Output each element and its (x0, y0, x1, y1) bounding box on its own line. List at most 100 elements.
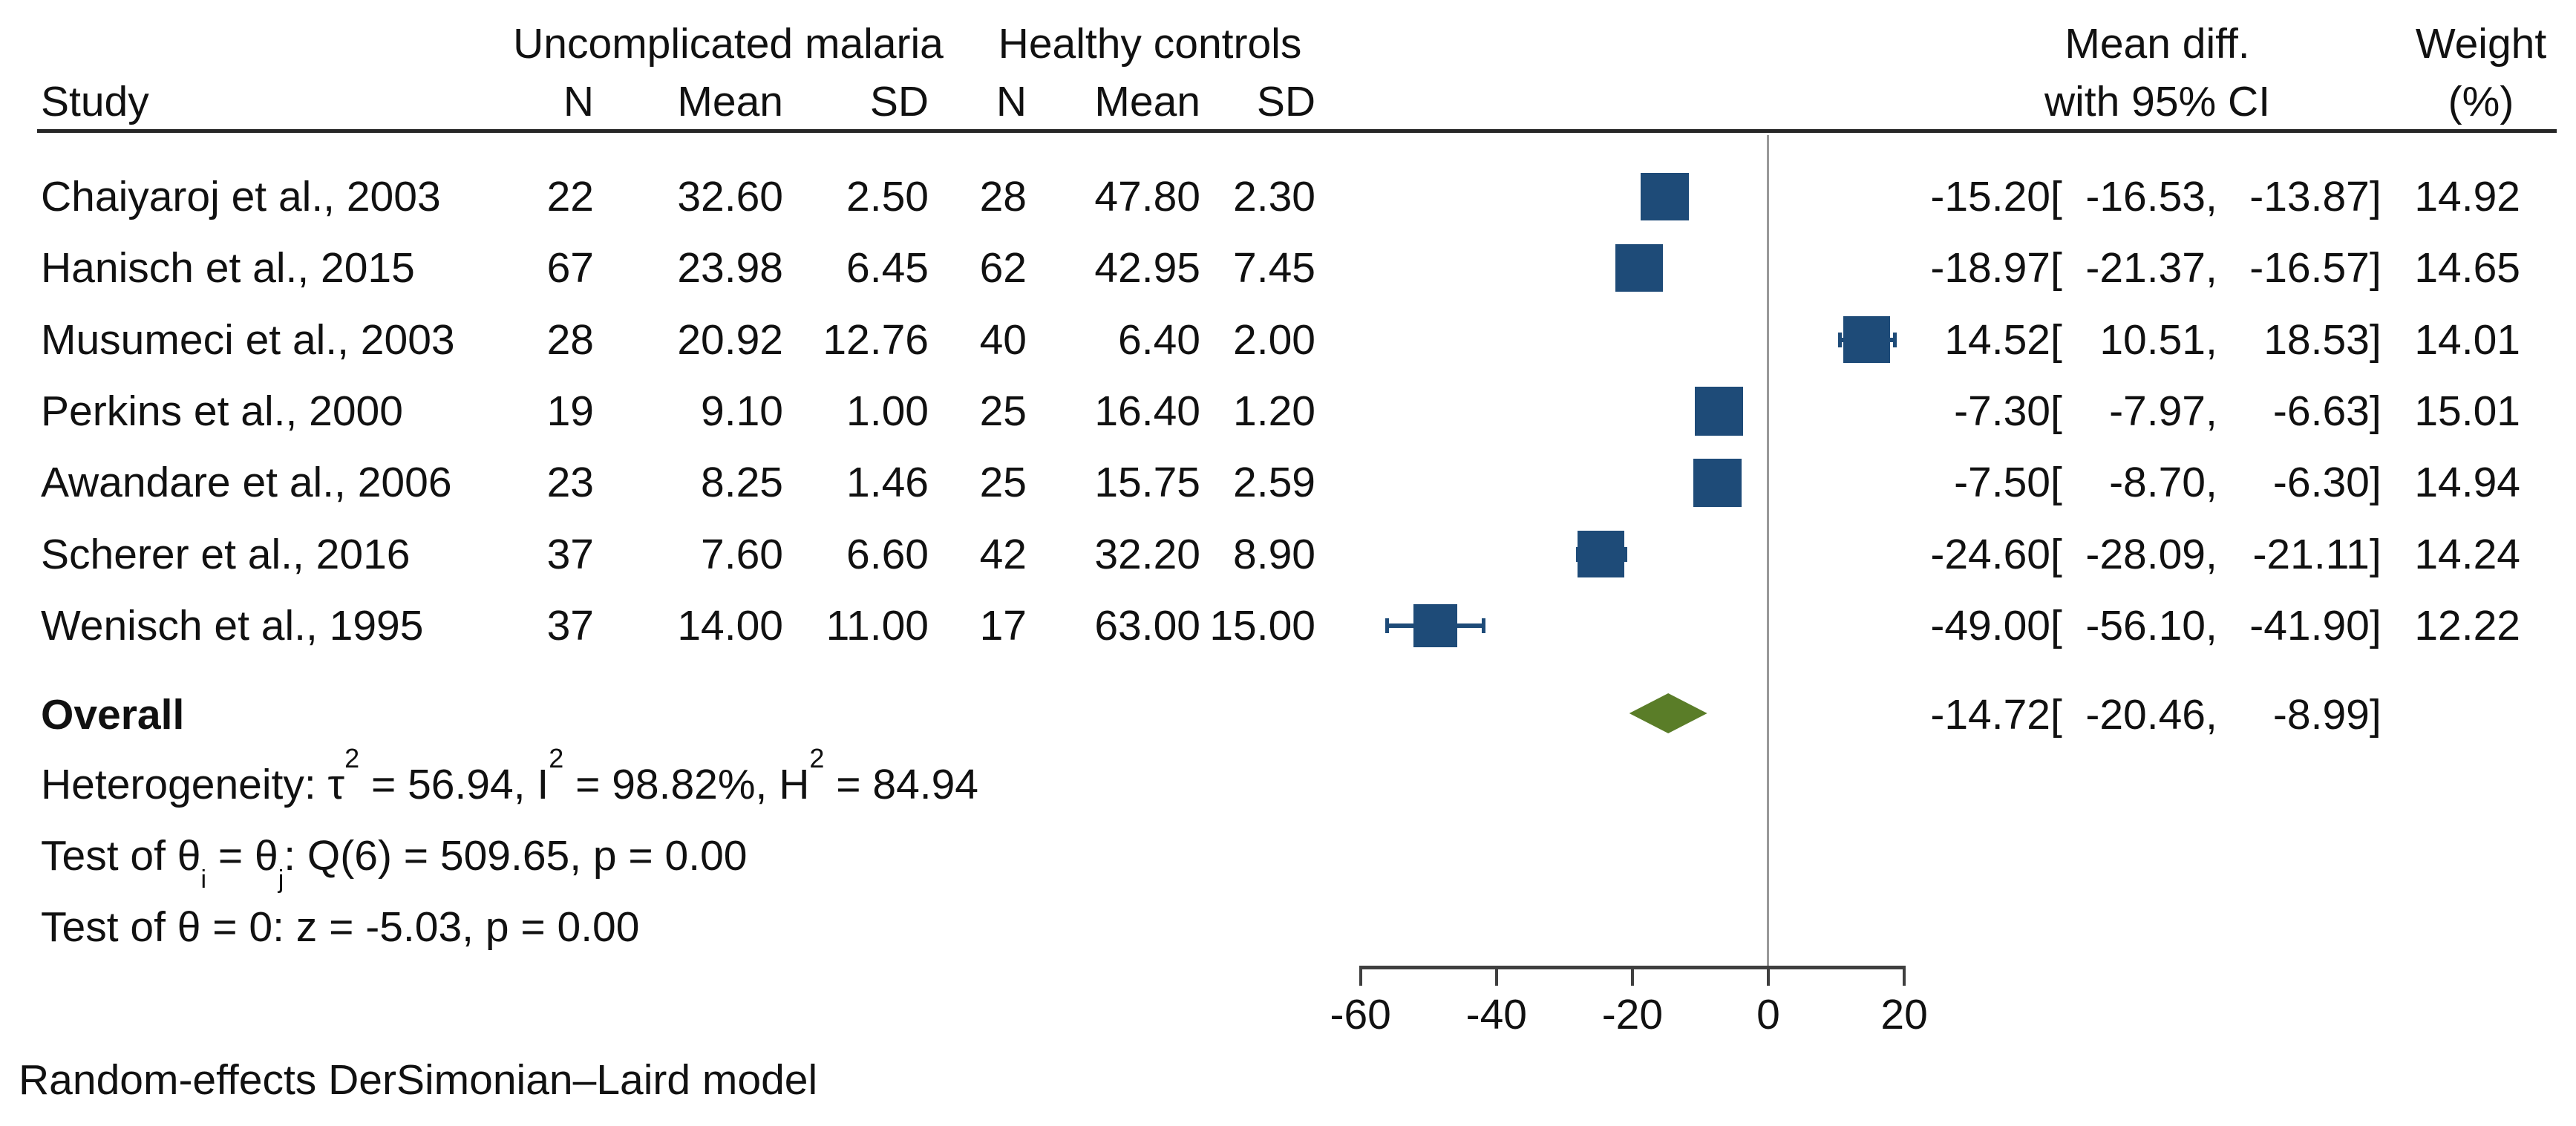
ci-cap (1838, 332, 1843, 347)
study-cell: 8.25 (701, 459, 783, 507)
ci-upper: -6.63 (2272, 387, 2370, 435)
ci-open-bracket: [ (2050, 315, 2062, 364)
study-square-marker (1641, 172, 1690, 221)
study-name: Scherer et al., 2016 (41, 530, 411, 578)
study-weight: 14.24 (2414, 530, 2520, 578)
header-mean1: Mean (677, 78, 783, 125)
study-cell: 8.90 (1233, 530, 1315, 578)
study-name: Perkins et al., 2000 (41, 387, 403, 435)
ci-open-bracket: [ (2050, 691, 2062, 739)
ci-estimate: -49.00 (1930, 601, 2050, 649)
ci-text: -24.60 [-28.09, -21.11] (1843, 530, 2382, 578)
study-cell: 47.80 (1094, 173, 1200, 220)
ci-cap (1892, 332, 1897, 347)
study-cell: 6.40 (1118, 315, 1200, 364)
study-cell: 32.20 (1094, 530, 1200, 578)
ci-lower: -56.10, (2085, 601, 2217, 649)
ci-text: -14.72 [-20.46, -8.99] (1843, 691, 2381, 739)
study-cell: 14.00 (677, 601, 783, 649)
ci-close-bracket: ] (2369, 459, 2382, 507)
study-cell: 15.75 (1094, 459, 1200, 507)
ci-close-bracket: ] (2369, 601, 2382, 649)
ci-open-bracket: [ (2050, 601, 2062, 649)
ci-lower: 10.51, (2099, 315, 2217, 364)
x-axis-tick (1359, 966, 1362, 986)
heterogeneity-note-segment: = 98.82%, H (563, 761, 810, 808)
study-cell: 19 (546, 387, 594, 435)
study-cell: 7.60 (701, 530, 783, 578)
header-group1: Uncomplicated malaria (513, 20, 944, 68)
ci-close-bracket: ] (2369, 244, 2382, 292)
study-cell: 2.59 (1233, 459, 1315, 507)
study-cell: 37 (546, 530, 594, 578)
study-square-marker (1413, 603, 1457, 648)
study-cell: 7.45 (1233, 244, 1315, 292)
x-axis-tick-label: 20 (1880, 991, 1928, 1038)
ci-estimate: 14.52 (1944, 315, 2050, 364)
ci-open-bracket: [ (2050, 459, 2062, 507)
study-cell: 28 (546, 315, 594, 364)
header-n2: N (996, 78, 1027, 125)
study-name: Musumeci et al., 2003 (41, 315, 455, 364)
ci-open-bracket: [ (2050, 530, 2062, 578)
header-group2: Healthy controls (998, 20, 1302, 68)
study-cell: 6.60 (846, 530, 929, 578)
overall-label: Overall (41, 691, 185, 739)
study-weight: 14.92 (2414, 173, 2520, 220)
test-zero-note-segment: Test of θ = 0: z = -5.03, p = 0.00 (41, 903, 640, 951)
study-cell: 1.00 (846, 387, 929, 435)
ci-close-bracket: ] (2369, 530, 2382, 578)
study-cell: 42 (979, 530, 1027, 578)
x-axis-tick-label: -20 (1601, 991, 1664, 1038)
test-between-note-segment: : Q(6) = 509.65, p = 0.00 (284, 832, 748, 880)
study-square-marker (1694, 387, 1743, 436)
ci-cap (1482, 618, 1486, 633)
study-cell: 2.50 (846, 173, 929, 220)
header-weight-line2: (%) (2448, 78, 2514, 125)
ci-close-bracket: ] (2369, 315, 2382, 364)
study-cell: 40 (979, 315, 1027, 364)
header-effect-line1: Mean diff. (2065, 20, 2250, 68)
study-cell: 12.76 (823, 315, 929, 364)
study-name: Chaiyaroj et al., 2003 (41, 173, 441, 220)
study-cell: 1.46 (846, 459, 929, 507)
ci-close-bracket: ] (2369, 387, 2382, 435)
study-cell: 23 (546, 459, 594, 507)
study-cell: 67 (546, 244, 594, 292)
ci-text: -15.20 [-16.53, -13.87] (1843, 173, 2381, 220)
study-cell: 22 (546, 173, 594, 220)
test-between-note-segment: Test of θ (41, 832, 201, 880)
heterogeneity-note: Heterogeneity: τ2 = 56.94, I2 = 98.82%, … (41, 745, 979, 808)
heterogeneity-note-segment: = 84.94 (824, 761, 979, 808)
study-cell: 15.00 (1209, 601, 1315, 649)
ci-text: 14.52 [10.51, 18.53] (1843, 315, 2382, 364)
ci-estimate: -7.30 (1954, 387, 2050, 435)
ci-estimate: -7.50 (1954, 459, 2050, 507)
ci-cap (1623, 546, 1627, 562)
heterogeneity-note-segment: 2 (549, 743, 564, 773)
study-weight: 14.01 (2414, 315, 2520, 364)
study-cell: 16.40 (1094, 387, 1200, 435)
study-cell: 2.00 (1233, 315, 1315, 364)
heterogeneity-note-segment: Heterogeneity: τ (41, 761, 345, 808)
test-between-note-segment: = θ (206, 832, 278, 880)
heterogeneity-note-segment: = 56.94, I (359, 761, 549, 808)
study-square-marker (1693, 458, 1742, 507)
ci-estimate: -18.97 (1930, 244, 2050, 292)
ci-text: -7.50 [-8.70, -6.30] (1843, 462, 2382, 504)
ci-lower: -8.70, (2109, 459, 2217, 507)
ci-estimate: -15.20 (1930, 173, 2050, 220)
study-cell: 32.60 (677, 173, 783, 220)
x-axis-tick-label: -60 (1330, 991, 1391, 1038)
heterogeneity-note-segment: 2 (809, 743, 825, 773)
study-name: Hanisch et al., 2015 (41, 244, 415, 292)
study-cell: 25 (979, 387, 1027, 435)
study-name: Wenisch et al., 1995 (41, 601, 424, 649)
study-cell: 6.45 (846, 244, 929, 292)
study-weight: 14.94 (2414, 459, 2520, 507)
header-n1: N (563, 78, 594, 125)
x-axis-tick (1494, 966, 1498, 986)
study-cell: 25 (979, 459, 1027, 507)
x-axis-tick-label: -40 (1465, 991, 1527, 1038)
